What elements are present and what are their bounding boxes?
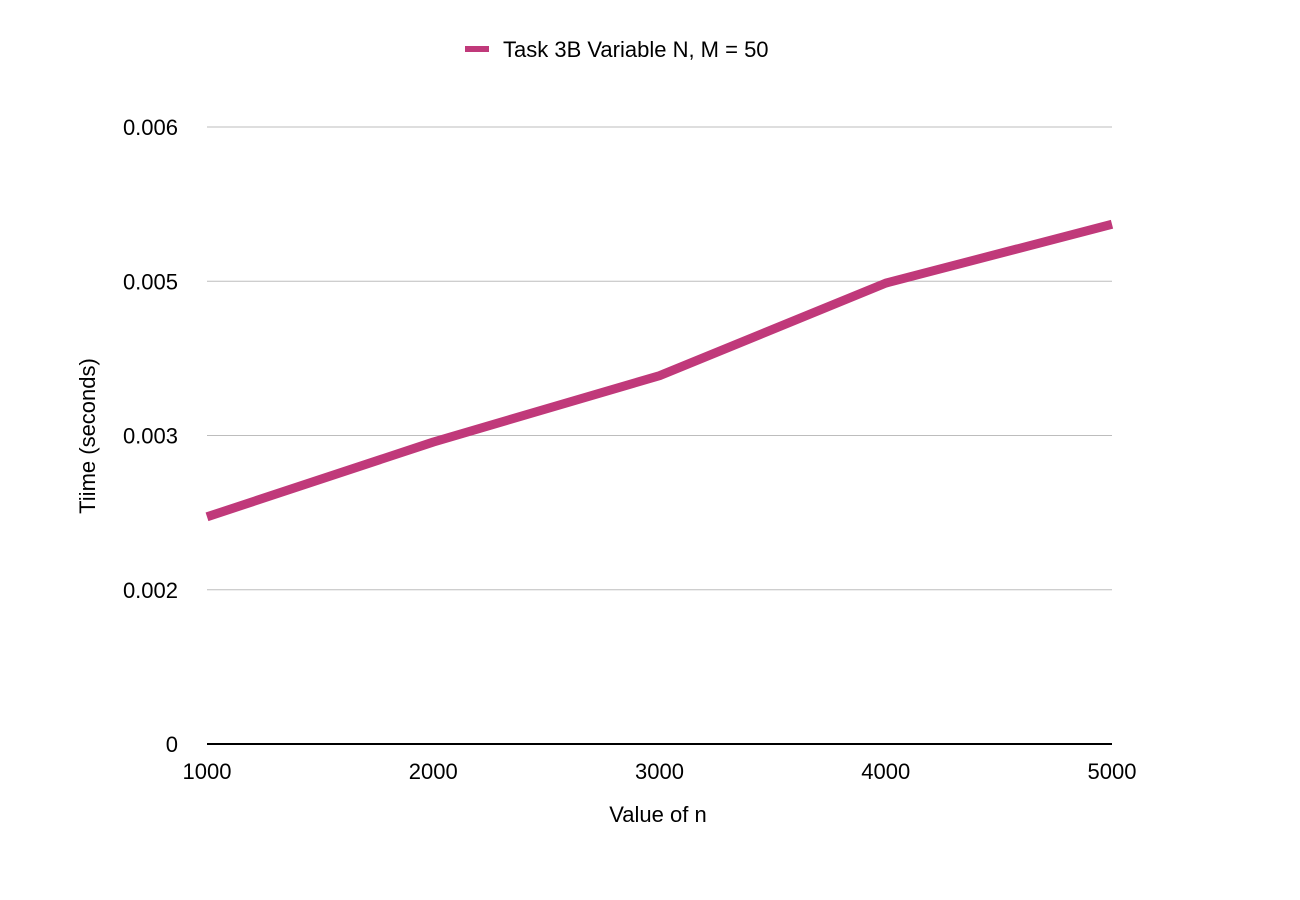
y-tick-label: 0.006 [123,115,178,140]
x-axis-tick-labels: 1000 2000 3000 4000 5000 [183,759,1137,784]
data-point [207,516,208,517]
data-point [659,375,660,376]
x-tick-label: 2000 [409,759,458,784]
y-tick-label: 0.003 [123,424,178,449]
data-point [433,442,434,443]
gridlines [207,126,1112,591]
x-tick-label: 5000 [1088,759,1137,784]
y-axis-tick-labels: 0 0.002 0.003 0.005 0.006 [123,115,178,757]
series-lines [205,219,1114,522]
x-axis-title: Value of n [609,802,706,827]
y-tick-label: 0.002 [123,578,178,603]
x-tick-label: 3000 [635,759,684,784]
legend-label: Task 3B Variable N, M = 50 [503,37,769,62]
y-tick-label: 0.005 [123,269,178,294]
x-tick-label: 1000 [183,759,232,784]
y-tick-label: 0 [166,732,178,757]
x-tick-label: 4000 [861,759,910,784]
y-axis-title: Tiime (seconds) [75,358,100,514]
data-point [1112,224,1113,225]
series-line [205,219,1114,522]
legend: Task 3B Variable N, M = 50 [465,37,769,62]
data-point [885,283,886,284]
